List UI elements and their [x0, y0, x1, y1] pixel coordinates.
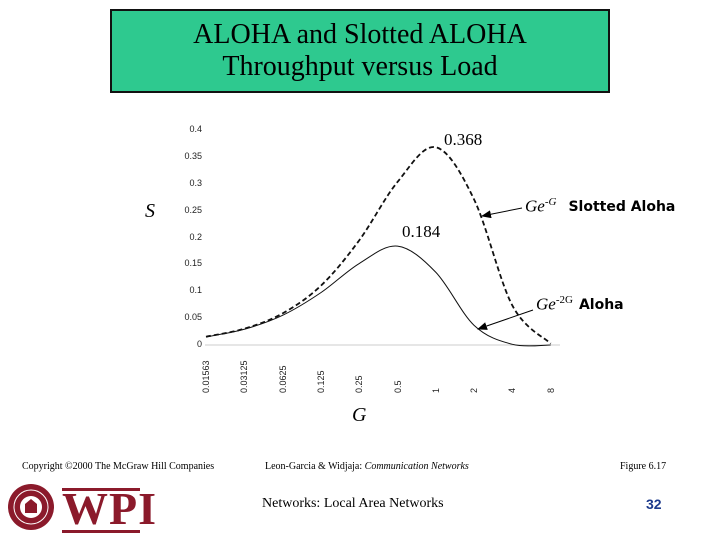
authors-text: Leon-Garcia & Widjaja: — [265, 461, 363, 472]
slotted-formula-base: Ge — [525, 196, 545, 216]
y-tick-label: 0.3 — [189, 177, 202, 188]
y-tick-label: 0.2 — [189, 231, 202, 242]
peak-slotted-label: 0.368 — [444, 130, 483, 149]
seal-graphic — [8, 484, 54, 530]
wpi-logo-text: WPI — [62, 483, 157, 534]
y-tick-label: 0.1 — [189, 285, 202, 296]
x-tick-label: 0.0625 — [277, 365, 288, 393]
y-tick-label: 0.4 — [189, 124, 202, 134]
wpi-seal — [6, 482, 56, 532]
copyright-text: Copyright ©2000 The McGraw Hill Companie… — [22, 461, 215, 472]
x-tick-label: 2 — [469, 387, 480, 393]
aloha-formula: Ge-2G Aloha — [536, 294, 624, 314]
y-tick-label: 0.05 — [184, 312, 202, 323]
title-line-1: ALOHA and Slotted ALOHA — [193, 18, 527, 50]
slotted-formula: Ge-G Slotted Aloha — [525, 196, 675, 216]
aloha-formula-exp: -2G — [555, 294, 573, 306]
y-axis-label: S — [145, 200, 155, 222]
aloha-curve — [205, 245, 551, 347]
aloha-formula-base: Ge — [536, 294, 556, 314]
y-tick-label: 0.25 — [184, 204, 202, 215]
x-axis-label: G — [352, 404, 367, 426]
title-box: ALOHA and Slotted ALOHA Throughput versu… — [110, 9, 610, 93]
slotted-arrow — [481, 207, 523, 219]
y-tick-label: 0.15 — [184, 258, 202, 269]
peak-aloha-label: 0.184 — [402, 222, 441, 241]
title-line-2: Throughput versus Load — [222, 51, 498, 82]
aloha-arrow — [477, 309, 534, 330]
x-tick-label: 1 — [430, 387, 441, 393]
course-title: Networks: Local Area Networks — [262, 496, 444, 511]
book-title: Communication Networks — [364, 461, 469, 472]
logo-bottom-rule — [62, 530, 140, 533]
y-tick-label: 0 — [196, 339, 202, 349]
logo-top-rule — [62, 488, 140, 491]
figure-number: Figure 6.17 — [620, 461, 667, 472]
x-tick-label: 0.01563 — [201, 360, 211, 393]
aloha-series-name: Aloha — [578, 297, 624, 314]
x-tick-label: 0.125 — [315, 370, 326, 393]
page-number: 32 — [646, 496, 662, 512]
slotted-series-name: Slotted Aloha — [568, 199, 676, 216]
x-tick-label: 0.25 — [354, 375, 365, 393]
slotted-formula-exp: -G — [544, 196, 557, 208]
slotted-aloha-curve — [205, 146, 552, 345]
y-tick-label: 0.35 — [184, 150, 202, 161]
x-tick-label: 4 — [507, 387, 518, 393]
x-tick-label: 0.5 — [392, 380, 403, 393]
x-tick-label: 8 — [545, 387, 556, 393]
citation: Leon-Garcia & Widjaja: Communication Net… — [265, 461, 469, 472]
x-tick-label: 0.03125 — [239, 360, 250, 393]
